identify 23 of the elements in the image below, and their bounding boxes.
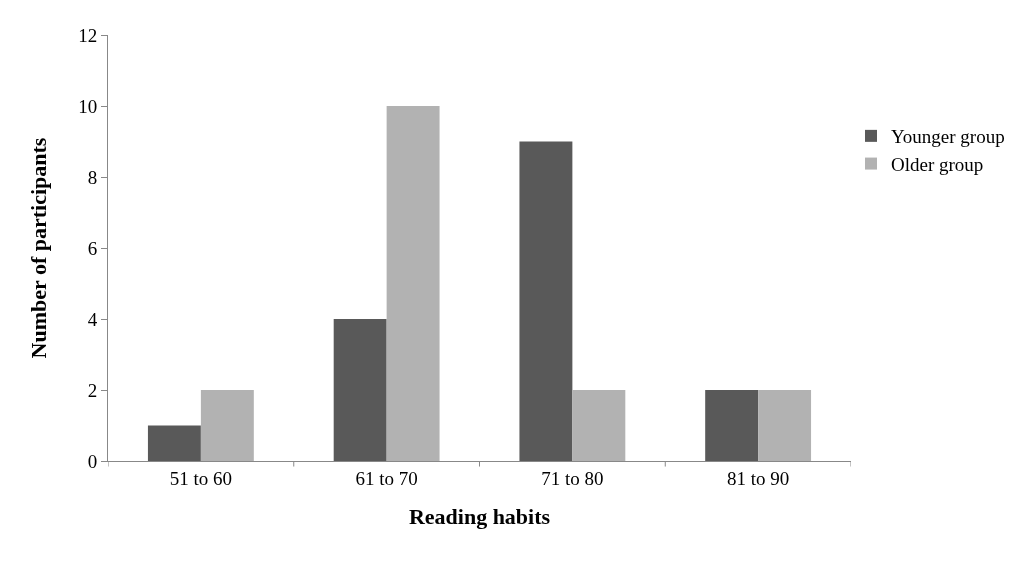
bar xyxy=(333,319,387,461)
x-tick-label: 61 to 70 xyxy=(355,467,418,489)
x-tick-label: 51 to 60 xyxy=(169,467,233,489)
y-tick-label: 0 xyxy=(87,450,98,472)
x-tick-label: 81 to 90 xyxy=(726,467,790,489)
bar xyxy=(572,390,626,461)
y-tick-label: 8 xyxy=(87,166,98,188)
y-tick-label: 12 xyxy=(78,24,98,46)
bar xyxy=(519,141,573,461)
x-tick-label: 71 to 80 xyxy=(541,467,604,489)
bar xyxy=(758,390,812,461)
y-tick-label: 2 xyxy=(87,379,98,401)
y-axis-title: Number of participants xyxy=(26,137,51,359)
bar xyxy=(705,390,759,461)
bar xyxy=(200,390,254,461)
bar xyxy=(147,425,201,461)
y-tick-label: 4 xyxy=(87,308,98,330)
y-tick-label: 6 xyxy=(87,237,98,259)
bar xyxy=(386,106,440,461)
legend-label: Younger group xyxy=(891,126,1005,148)
legend-label: Older group xyxy=(891,153,984,175)
x-axis-title: Reading habits xyxy=(408,503,551,529)
y-tick-label: 10 xyxy=(78,95,98,117)
